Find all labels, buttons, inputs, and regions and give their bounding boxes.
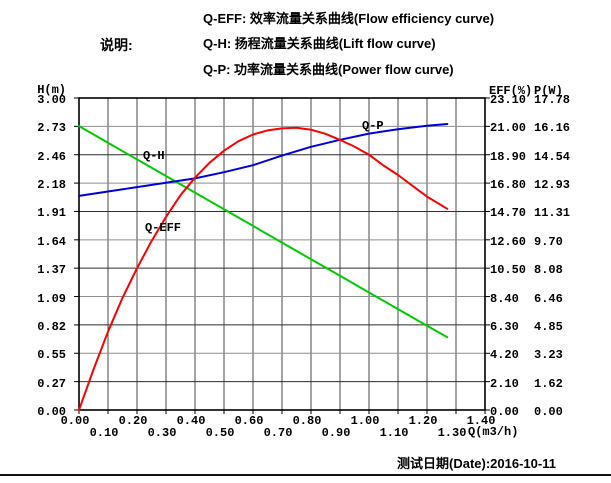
p-axis-tick-label: 4.85 (534, 319, 563, 334)
legend-line-q-h: Q-H: 扬程流量关系曲线(Lift flow curve) (203, 36, 436, 51)
h-axis-tick-label: 1.91 (37, 206, 66, 221)
p-axis-tick-label: 17.78 (534, 93, 571, 107)
p-axis-tick-label: 16.16 (534, 121, 571, 136)
legend-intro-label: 说明: (100, 37, 133, 53)
x-axis-tick-label: 0.20 (118, 414, 148, 428)
x-axis-title: Q(m3/h) (468, 425, 519, 439)
eff-axis-tick-label: 0.00 (490, 405, 519, 419)
x-axis-tick-label: 0.00 (60, 414, 90, 428)
right-axis-eff-title: EFF(%) (489, 84, 533, 98)
x-axis-tick-label: 0.10 (89, 426, 119, 440)
h-axis-tick-label: 2.18 (37, 178, 66, 193)
p-axis-tick-label: 0.00 (534, 405, 563, 419)
eff-axis-tick-label: 21.00 (490, 121, 527, 136)
h-axis-tick-label: 3.00 (37, 93, 66, 107)
eff-axis-tick-label: 14.70 (490, 206, 527, 221)
curve-label-q-p: Q-P (362, 119, 384, 133)
x-axis-tick-label: 0.50 (205, 426, 235, 440)
p-axis-tick-label: 3.23 (534, 348, 563, 363)
h-axis-tick-label: 2.73 (37, 121, 66, 136)
x-axis-tick-label: 1.20 (408, 414, 438, 428)
h-axis-tick-label: 0.00 (37, 405, 66, 419)
legend-line-q-p: Q-P: 功率流量关系曲线(Power flow curve) (203, 62, 454, 77)
curve-q-p (78, 123, 449, 197)
h-axis-tick-label: 1.64 (37, 234, 66, 249)
h-axis-tick-label: 0.27 (37, 376, 66, 391)
p-axis-tick-label: 14.54 (534, 149, 571, 164)
plot-border (78, 97, 486, 411)
p-axis-tick-label: 9.70 (534, 234, 563, 249)
bottom-divider (0, 474, 611, 476)
legend-line-q-eff: Q-EFF: 效率流量关系曲线(Flow efficiency curve) (203, 11, 495, 26)
x-axis-tick-label: 1.40 (466, 414, 496, 428)
eff-axis-tick-label: 16.80 (490, 178, 527, 193)
eff-axis-tick-label: 6.30 (490, 319, 519, 334)
h-axis-tick-label: 2.46 (37, 149, 66, 164)
p-axis-tick-label: 1.62 (534, 376, 563, 391)
x-axis-tick-label: 0.70 (263, 426, 293, 440)
x-axis-tick-label: 1.00 (350, 414, 380, 428)
p-axis-tick-label: 6.46 (534, 291, 563, 306)
x-axis-tick-label: 1.10 (379, 426, 409, 440)
curve-q-eff (78, 126, 449, 411)
p-axis-tick-label: 12.93 (534, 178, 571, 193)
x-axis-tick-label: 0.40 (176, 414, 206, 428)
test-date-label: 测试日期(Date):2016-10-11 (397, 456, 556, 471)
eff-axis-tick-label: 8.40 (490, 291, 519, 306)
right-axis-p-title: P(W) (534, 84, 563, 98)
p-axis-tick-label: 11.31 (534, 206, 571, 221)
x-axis-tick-label: 0.80 (292, 414, 322, 428)
eff-axis-tick-label: 12.60 (490, 234, 527, 249)
h-axis-tick-label: 0.82 (37, 319, 66, 334)
eff-axis-tick-label: 4.20 (490, 348, 519, 363)
curve-q-h (78, 125, 449, 339)
x-axis-tick-label: 0.90 (321, 426, 351, 440)
x-axis-tick-label: 0.30 (147, 426, 177, 440)
p-axis-tick-label: 8.08 (534, 263, 563, 278)
x-axis-tick-label: 0.60 (234, 414, 264, 428)
eff-axis-tick-label: 18.90 (490, 149, 527, 164)
curve-label-q-eff: Q-EFF (145, 221, 182, 235)
h-axis-tick-label: 1.37 (37, 263, 66, 278)
h-axis-tick-label: 1.09 (37, 291, 66, 306)
eff-axis-tick-label: 10.50 (490, 263, 527, 278)
x-axis-tick-label: 1.30 (437, 426, 467, 440)
left-axis-title: H(m) (37, 83, 66, 97)
eff-axis-tick-label: 2.10 (490, 376, 519, 391)
eff-axis-tick-label: 23.10 (490, 93, 527, 107)
h-axis-tick-label: 0.55 (37, 348, 66, 363)
curve-label-q-h: Q-H (143, 149, 165, 163)
